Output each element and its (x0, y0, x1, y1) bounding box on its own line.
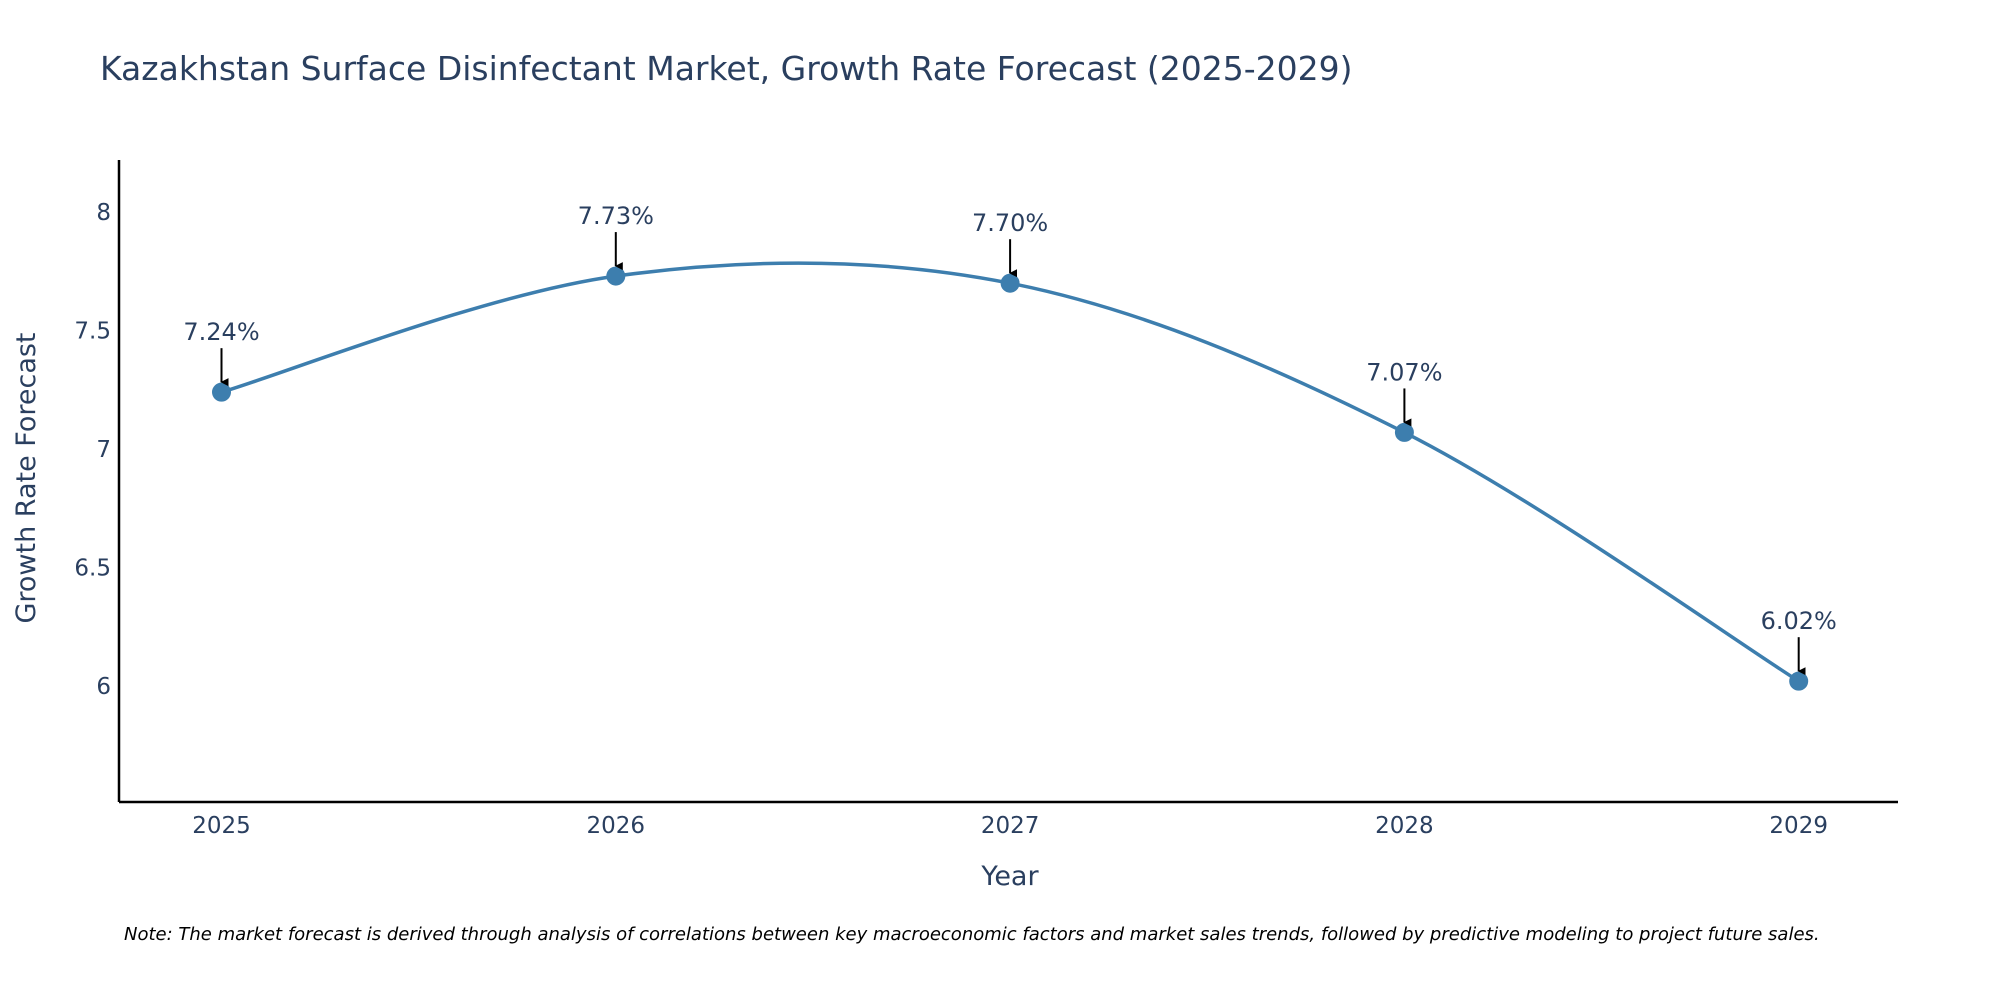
data-markers (212, 266, 1809, 691)
data-point (1000, 273, 1020, 293)
data-label: 6.02% (1761, 607, 1837, 635)
data-point (212, 382, 231, 402)
y-axis-title: Growth Rate Forecast (11, 332, 42, 623)
x-tick-label: 2027 (981, 813, 1040, 839)
data-label: 7.24% (183, 318, 259, 346)
x-tick-label: 2026 (587, 813, 646, 839)
data-point (1394, 422, 1414, 442)
x-tick-label: 2025 (192, 813, 251, 839)
y-tick-label: 8 (96, 200, 111, 226)
data-annotations: 7.24% 7.73% 7.70% 7.07% 6.02% (183, 202, 1837, 676)
y-tick-label: 6 (96, 674, 111, 700)
x-tick-labels: 2025 2026 2027 2028 2029 (192, 813, 1828, 839)
y-tick-label: 6.5 (74, 555, 111, 581)
chart-title: Kazakhstan Surface Disinfectant Market, … (100, 49, 1353, 88)
data-label: 7.73% (578, 202, 654, 230)
data-point (1789, 671, 1809, 691)
x-tick-label: 2029 (1769, 813, 1828, 839)
y-tick-label: 7 (96, 437, 111, 463)
data-label: 7.70% (972, 209, 1048, 237)
footnote: Note: The market forecast is derived thr… (124, 924, 1820, 945)
y-tick-label: 7.5 (74, 319, 111, 345)
data-point (606, 266, 626, 286)
x-axis-title: Year (980, 861, 1039, 892)
x-tick-label: 2028 (1375, 813, 1434, 839)
axes (117, 160, 1898, 804)
data-label: 7.07% (1366, 358, 1442, 386)
y-tick-labels: 6 6.5 7 7.5 8 (74, 200, 111, 700)
series-line (221, 261, 1800, 683)
